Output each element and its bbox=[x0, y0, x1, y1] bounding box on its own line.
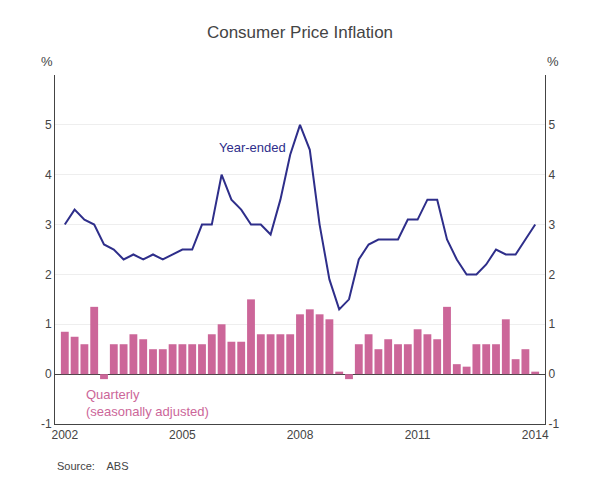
svg-text:2014: 2014 bbox=[522, 428, 549, 442]
svg-text:0: 0 bbox=[548, 367, 555, 381]
svg-text:2: 2 bbox=[548, 268, 555, 282]
svg-text:1: 1 bbox=[548, 317, 555, 331]
svg-text:-1: -1 bbox=[41, 417, 52, 431]
svg-text:5: 5 bbox=[548, 118, 555, 132]
svg-text:4: 4 bbox=[548, 168, 555, 182]
svg-text:2005: 2005 bbox=[169, 428, 196, 442]
svg-text:2008: 2008 bbox=[287, 428, 314, 442]
svg-text:2: 2 bbox=[45, 268, 52, 282]
svg-text:Consumer Price Inflation: Consumer Price Inflation bbox=[207, 23, 393, 42]
svg-text:Source: ABS: Source: ABS bbox=[57, 460, 129, 472]
svg-text:2011: 2011 bbox=[405, 428, 431, 442]
svg-text:0: 0 bbox=[45, 367, 52, 381]
svg-text:2002: 2002 bbox=[51, 428, 78, 442]
svg-text:3: 3 bbox=[548, 218, 555, 232]
svg-text:1: 1 bbox=[45, 317, 52, 331]
svg-text:%: % bbox=[547, 54, 559, 69]
svg-text:Year-ended: Year-ended bbox=[219, 140, 286, 155]
svg-text:3: 3 bbox=[45, 218, 52, 232]
svg-text:4: 4 bbox=[45, 168, 52, 182]
svg-text:%: % bbox=[41, 54, 53, 69]
svg-text:Quarterly(seasonally adjusted): Quarterly(seasonally adjusted) bbox=[86, 387, 209, 419]
svg-text:5: 5 bbox=[45, 118, 52, 132]
svg-text:-1: -1 bbox=[548, 417, 559, 431]
